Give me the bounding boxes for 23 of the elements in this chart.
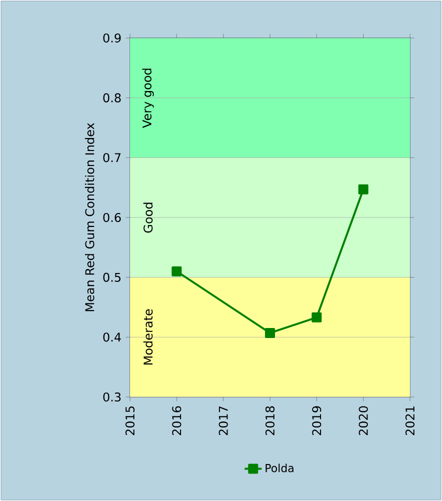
x-tick-label: 2016 xyxy=(172,406,182,436)
y-tick-label: 0.6 xyxy=(103,212,121,222)
band-label: Moderate xyxy=(143,309,153,365)
y-tick-label: 0.8 xyxy=(103,93,121,102)
point xyxy=(312,312,322,322)
y-tick-label: 0.5 xyxy=(103,272,121,282)
band-label: Good xyxy=(143,202,153,233)
x-tick-label: 2017 xyxy=(218,406,228,436)
point xyxy=(172,266,182,276)
x-tick-label: 2018 xyxy=(265,406,275,436)
x-tick-label: 2020 xyxy=(358,406,368,436)
y-tick-label: 0.9 xyxy=(103,33,121,43)
point xyxy=(358,184,368,194)
x-tick-label: 2015 xyxy=(125,406,135,436)
band-label: Very good xyxy=(142,68,154,128)
y-axis-title: Mean Red Gum Condition Index xyxy=(84,123,94,312)
point xyxy=(264,328,275,338)
y-tick-label: 0.3 xyxy=(103,392,121,402)
y-tick-label: 0.4 xyxy=(103,332,121,342)
x-tick-label: 2021 xyxy=(405,406,415,436)
y-tick-label: 0.7 xyxy=(103,153,121,162)
legend-label: Polda xyxy=(266,464,294,472)
x-tick-label: 2019 xyxy=(312,406,322,436)
